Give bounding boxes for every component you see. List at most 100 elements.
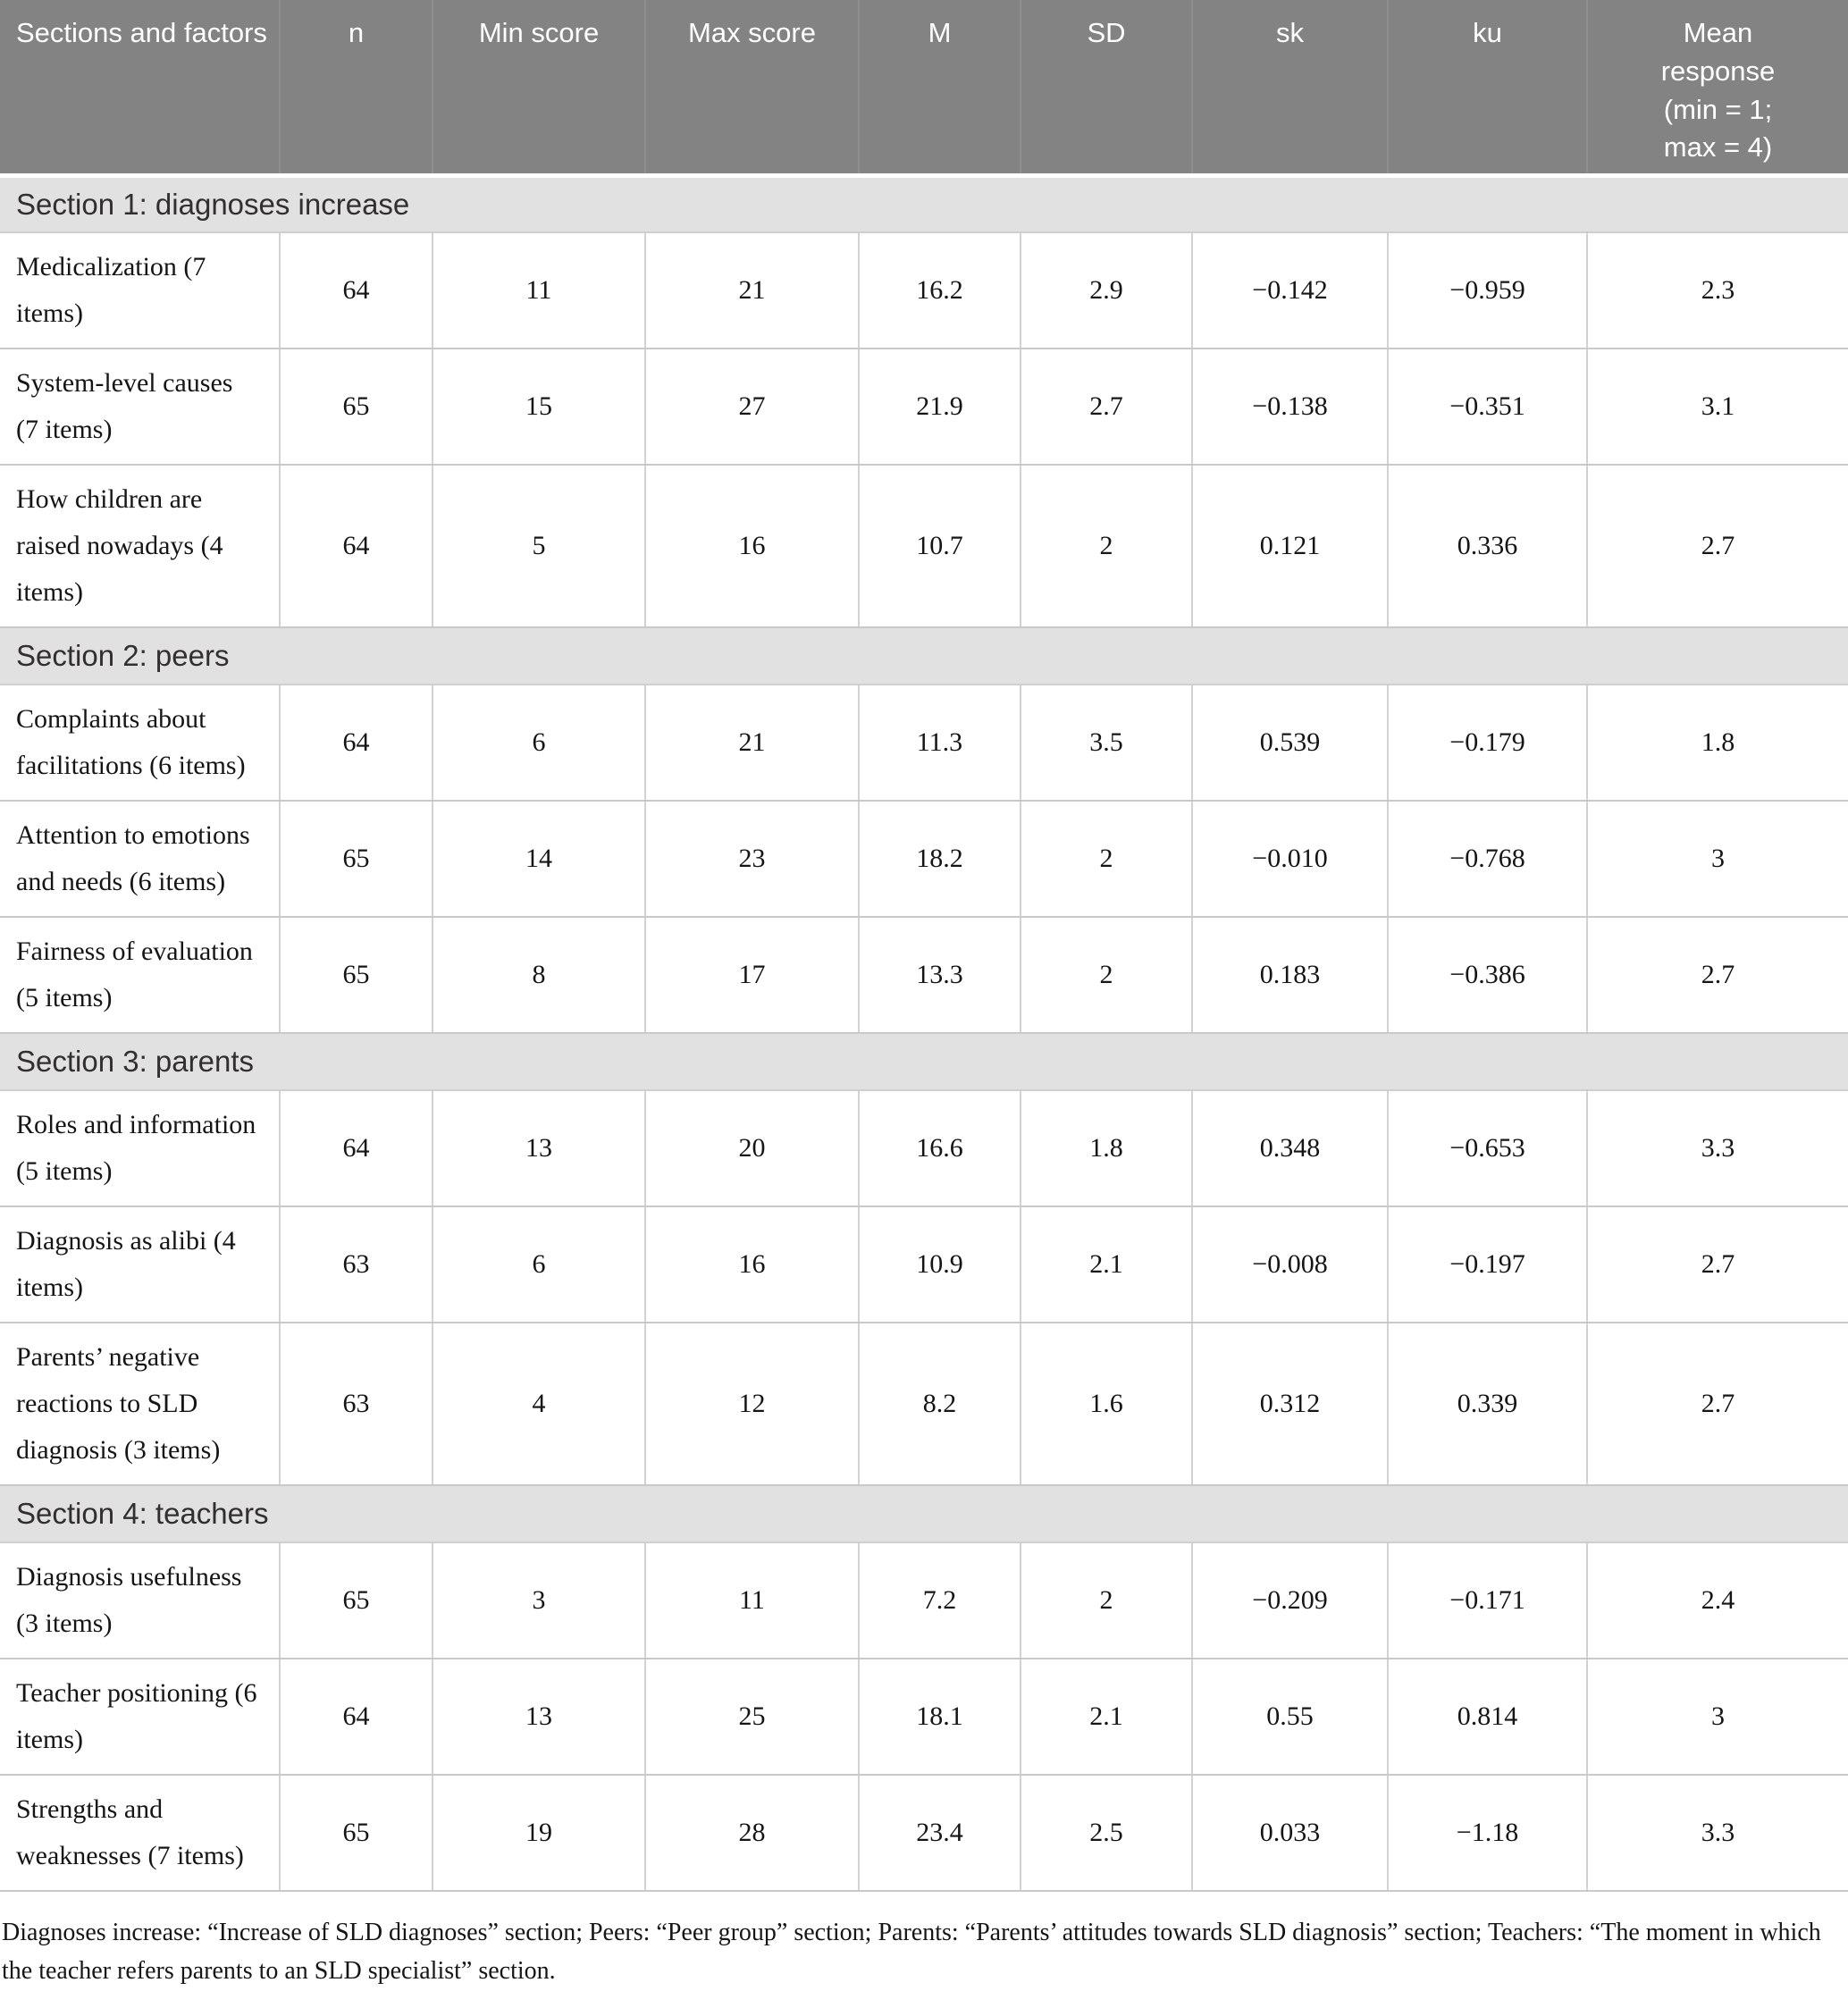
cell-factor: Roles and information (5 items)	[0, 1090, 281, 1207]
cell-m: 21.9	[859, 349, 1021, 466]
table-row: Diagnosis usefulness (3 items) 65 3 11 7.2 2−…	[0, 1542, 1848, 1659]
cell-mean_response: 2.3	[1587, 232, 1848, 349]
table-row: Complaints about facilitations (6 items)…	[0, 685, 1848, 802]
cell-sk: 0.55	[1192, 1659, 1389, 1776]
cell-m: 18.1	[859, 1659, 1021, 1776]
column-header-n: n	[280, 0, 433, 178]
cell-max_score: 16	[645, 465, 860, 628]
cell-mean_response: 3.3	[1587, 1775, 1848, 1892]
cell-m: 16.2	[859, 232, 1021, 349]
cell-n: 65	[280, 1542, 433, 1659]
cell-max_score: 27	[645, 349, 860, 466]
cell-m: 10.7	[859, 465, 1021, 628]
cell-factor: Complaints about facilitations (6 items)	[0, 685, 281, 802]
cell-sd: 3.5	[1021, 685, 1193, 802]
table-row: Diagnosis as alibi (4 items) 63 6 16 10.9 2.1…	[0, 1206, 1848, 1323]
section-title: Section 4: teachers	[0, 1485, 1848, 1543]
column-header-sd: SD	[1021, 0, 1193, 178]
table-row: How children are raised nowadays (4 item…	[0, 465, 1848, 628]
cell-sd: 2	[1021, 801, 1193, 918]
cell-sk: 0.539	[1192, 685, 1389, 802]
cell-mean_response: 2.7	[1587, 1206, 1848, 1323]
cell-min_score: 14	[433, 801, 646, 918]
cell-sk: −0.209	[1192, 1542, 1389, 1659]
cell-mean_response: 2.7	[1587, 1323, 1848, 1486]
cell-factor: Diagnosis as alibi (4 items)	[0, 1206, 281, 1323]
cell-ku: 0.336	[1388, 465, 1588, 628]
cell-mean_response: 2.7	[1587, 917, 1848, 1034]
cell-sk: 0.348	[1192, 1090, 1389, 1207]
table-row: Attention to emotions and needs (6 items…	[0, 801, 1848, 918]
cell-n: 65	[280, 349, 433, 466]
cell-n: 63	[280, 1206, 433, 1323]
cell-sd: 2.7	[1021, 349, 1193, 466]
cell-min_score: 15	[433, 349, 646, 466]
cell-min_score: 13	[433, 1659, 646, 1776]
column-header-mean_response: Mean response (min = 1; max = 4)	[1587, 0, 1848, 178]
cell-max_score: 17	[645, 917, 860, 1034]
cell-ku: −0.768	[1388, 801, 1588, 918]
section-row: Section 4: teachers	[0, 1485, 1848, 1543]
cell-m: 11.3	[859, 685, 1021, 802]
cell-factor: System-level causes (7 items)	[0, 349, 281, 466]
cell-n: 65	[280, 1775, 433, 1892]
cell-max_score: 21	[645, 232, 860, 349]
section-row: Section 2: peers	[0, 627, 1848, 685]
cell-max_score: 21	[645, 685, 860, 802]
cell-factor: Diagnosis usefulness (3 items)	[0, 1542, 281, 1659]
cell-sd: 2.1	[1021, 1659, 1193, 1776]
table-header: Sections and factors n Min score Max score M…	[0, 0, 1848, 178]
cell-ku: −0.959	[1388, 232, 1588, 349]
cell-min_score: 6	[433, 1206, 646, 1323]
cell-factor: How children are raised nowadays (4 item…	[0, 465, 281, 628]
cell-sd: 2	[1021, 1542, 1193, 1659]
cell-sk: −0.010	[1192, 801, 1389, 918]
cell-n: 64	[280, 685, 433, 802]
cell-factor: Strengths and weaknesses (7 items)	[0, 1775, 281, 1892]
cell-ku: −0.179	[1388, 685, 1588, 802]
table-row: System-level causes (7 items) 65 15 27 21.9 2…	[0, 349, 1848, 466]
cell-ku: −0.653	[1388, 1090, 1588, 1207]
cell-mean_response: 3.1	[1587, 349, 1848, 466]
cell-ku: 0.814	[1388, 1659, 1588, 1776]
cell-mean_response: 2.4	[1587, 1542, 1848, 1659]
cell-n: 65	[280, 801, 433, 918]
cell-n: 64	[280, 1090, 433, 1207]
cell-m: 13.3	[859, 917, 1021, 1034]
cell-min_score: 8	[433, 917, 646, 1034]
cell-ku: 0.339	[1388, 1323, 1588, 1486]
cell-max_score: 20	[645, 1090, 860, 1207]
cell-n: 65	[280, 917, 433, 1034]
cell-max_score: 12	[645, 1323, 860, 1486]
cell-sd: 2.9	[1021, 232, 1193, 349]
cell-sk: −0.008	[1192, 1206, 1389, 1323]
cell-min_score: 5	[433, 465, 646, 628]
header-row: Sections and factors n Min score Max score M…	[0, 0, 1848, 178]
cell-min_score: 6	[433, 685, 646, 802]
table-row: Strengths and weaknesses (7 items) 65 19 28…	[0, 1775, 1848, 1892]
cell-sd: 2.5	[1021, 1775, 1193, 1892]
cell-sd: 1.6	[1021, 1323, 1193, 1486]
cell-min_score: 11	[433, 232, 646, 349]
column-header-m: M	[859, 0, 1021, 178]
column-header-ku: ku	[1388, 0, 1588, 178]
cell-max_score: 28	[645, 1775, 860, 1892]
cell-m: 18.2	[859, 801, 1021, 918]
cell-factor: Attention to emotions and needs (6 items…	[0, 801, 281, 918]
table-footnote: Diagnoses increase: “Increase of SLD dia…	[2, 1919, 1821, 1986]
cell-m: 10.9	[859, 1206, 1021, 1323]
cell-sd: 2	[1021, 465, 1193, 628]
cell-ku: −0.197	[1388, 1206, 1588, 1323]
cell-m: 8.2	[859, 1323, 1021, 1486]
table-body: Section 1: diagnoses increase Medicalizat…	[0, 175, 1848, 1892]
cell-n: 64	[280, 232, 433, 349]
cell-ku: −0.386	[1388, 917, 1588, 1034]
section-row: Section 1: diagnoses increase	[0, 175, 1848, 233]
descriptive-statistics-table: Sections and factors n Min score Max score M…	[0, 0, 1848, 1892]
cell-factor: Medicalization (7 items)	[0, 232, 281, 349]
section-row: Section 3: parents	[0, 1033, 1848, 1091]
cell-n: 64	[280, 465, 433, 628]
cell-factor: Fairness of evaluation (5 items)	[0, 917, 281, 1034]
cell-min_score: 3	[433, 1542, 646, 1659]
cell-sk: 0.183	[1192, 917, 1389, 1034]
